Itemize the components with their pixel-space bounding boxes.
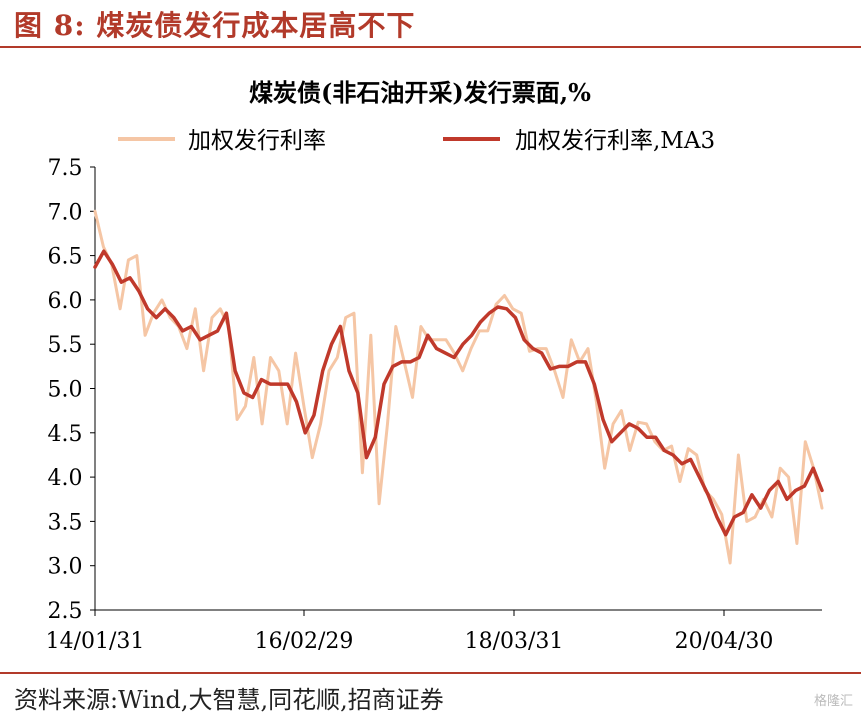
y-tick-label: 7.0 xyxy=(48,200,83,225)
y-tick-label: 7.5 xyxy=(48,156,83,181)
series-line-2 xyxy=(93,249,824,537)
y-tick-label: 5.0 xyxy=(48,378,83,403)
y-tick-label: 3.0 xyxy=(48,555,83,580)
y-tick-label: 6.5 xyxy=(48,245,83,270)
legend: 加权发行利率 加权发行利率,MA3 xyxy=(118,128,715,154)
series-line-1 xyxy=(93,209,824,565)
watermark: 格隆汇 xyxy=(813,694,853,709)
x-tick-label: 16/02/29 xyxy=(255,629,354,654)
figure-title-text: 煤炭债发行成本居高不下 xyxy=(96,9,416,42)
source-note: 资料来源:Wind,大智慧,同花顺,招商证券 xyxy=(14,686,444,714)
figure-label: 图 8: xyxy=(14,9,86,42)
x-tick-label: 20/04/30 xyxy=(675,629,774,654)
figure-title: 图 8: 煤炭债发行成本居高不下 xyxy=(14,4,415,44)
chart-title: 煤炭债(非石油开采)发行票面,% xyxy=(249,78,591,107)
x-axis: 14/01/31 16/02/29 18/03/31 20/04/30 xyxy=(46,609,822,654)
legend-label-series-2: 加权发行利率,MA3 xyxy=(515,128,715,154)
title-rule xyxy=(0,46,861,48)
y-tick-label: 6.0 xyxy=(48,289,83,314)
x-tick-label: 14/01/31 xyxy=(46,629,145,654)
legend-label-series-1: 加权发行利率 xyxy=(188,128,326,154)
x-tick-label: 18/03/31 xyxy=(465,629,564,654)
plot-area xyxy=(93,209,824,565)
y-tick-label: 4.0 xyxy=(48,466,83,491)
y-axis: 2.5 3.0 3.5 4.0 4.5 5.0 5.5 6.0 6.5 7.0 7.5 xyxy=(48,156,96,624)
y-tick-label: 3.5 xyxy=(48,510,83,535)
y-tick-label: 5.5 xyxy=(48,333,83,358)
y-tick-label: 2.5 xyxy=(48,599,83,624)
bottom-rule xyxy=(0,672,861,674)
y-tick-label: 4.5 xyxy=(48,422,83,447)
line-chart: 煤炭债(非石油开采)发行票面,% 加权发行利率 加权发行利率,MA3 2.5 3.… xyxy=(46,78,824,654)
